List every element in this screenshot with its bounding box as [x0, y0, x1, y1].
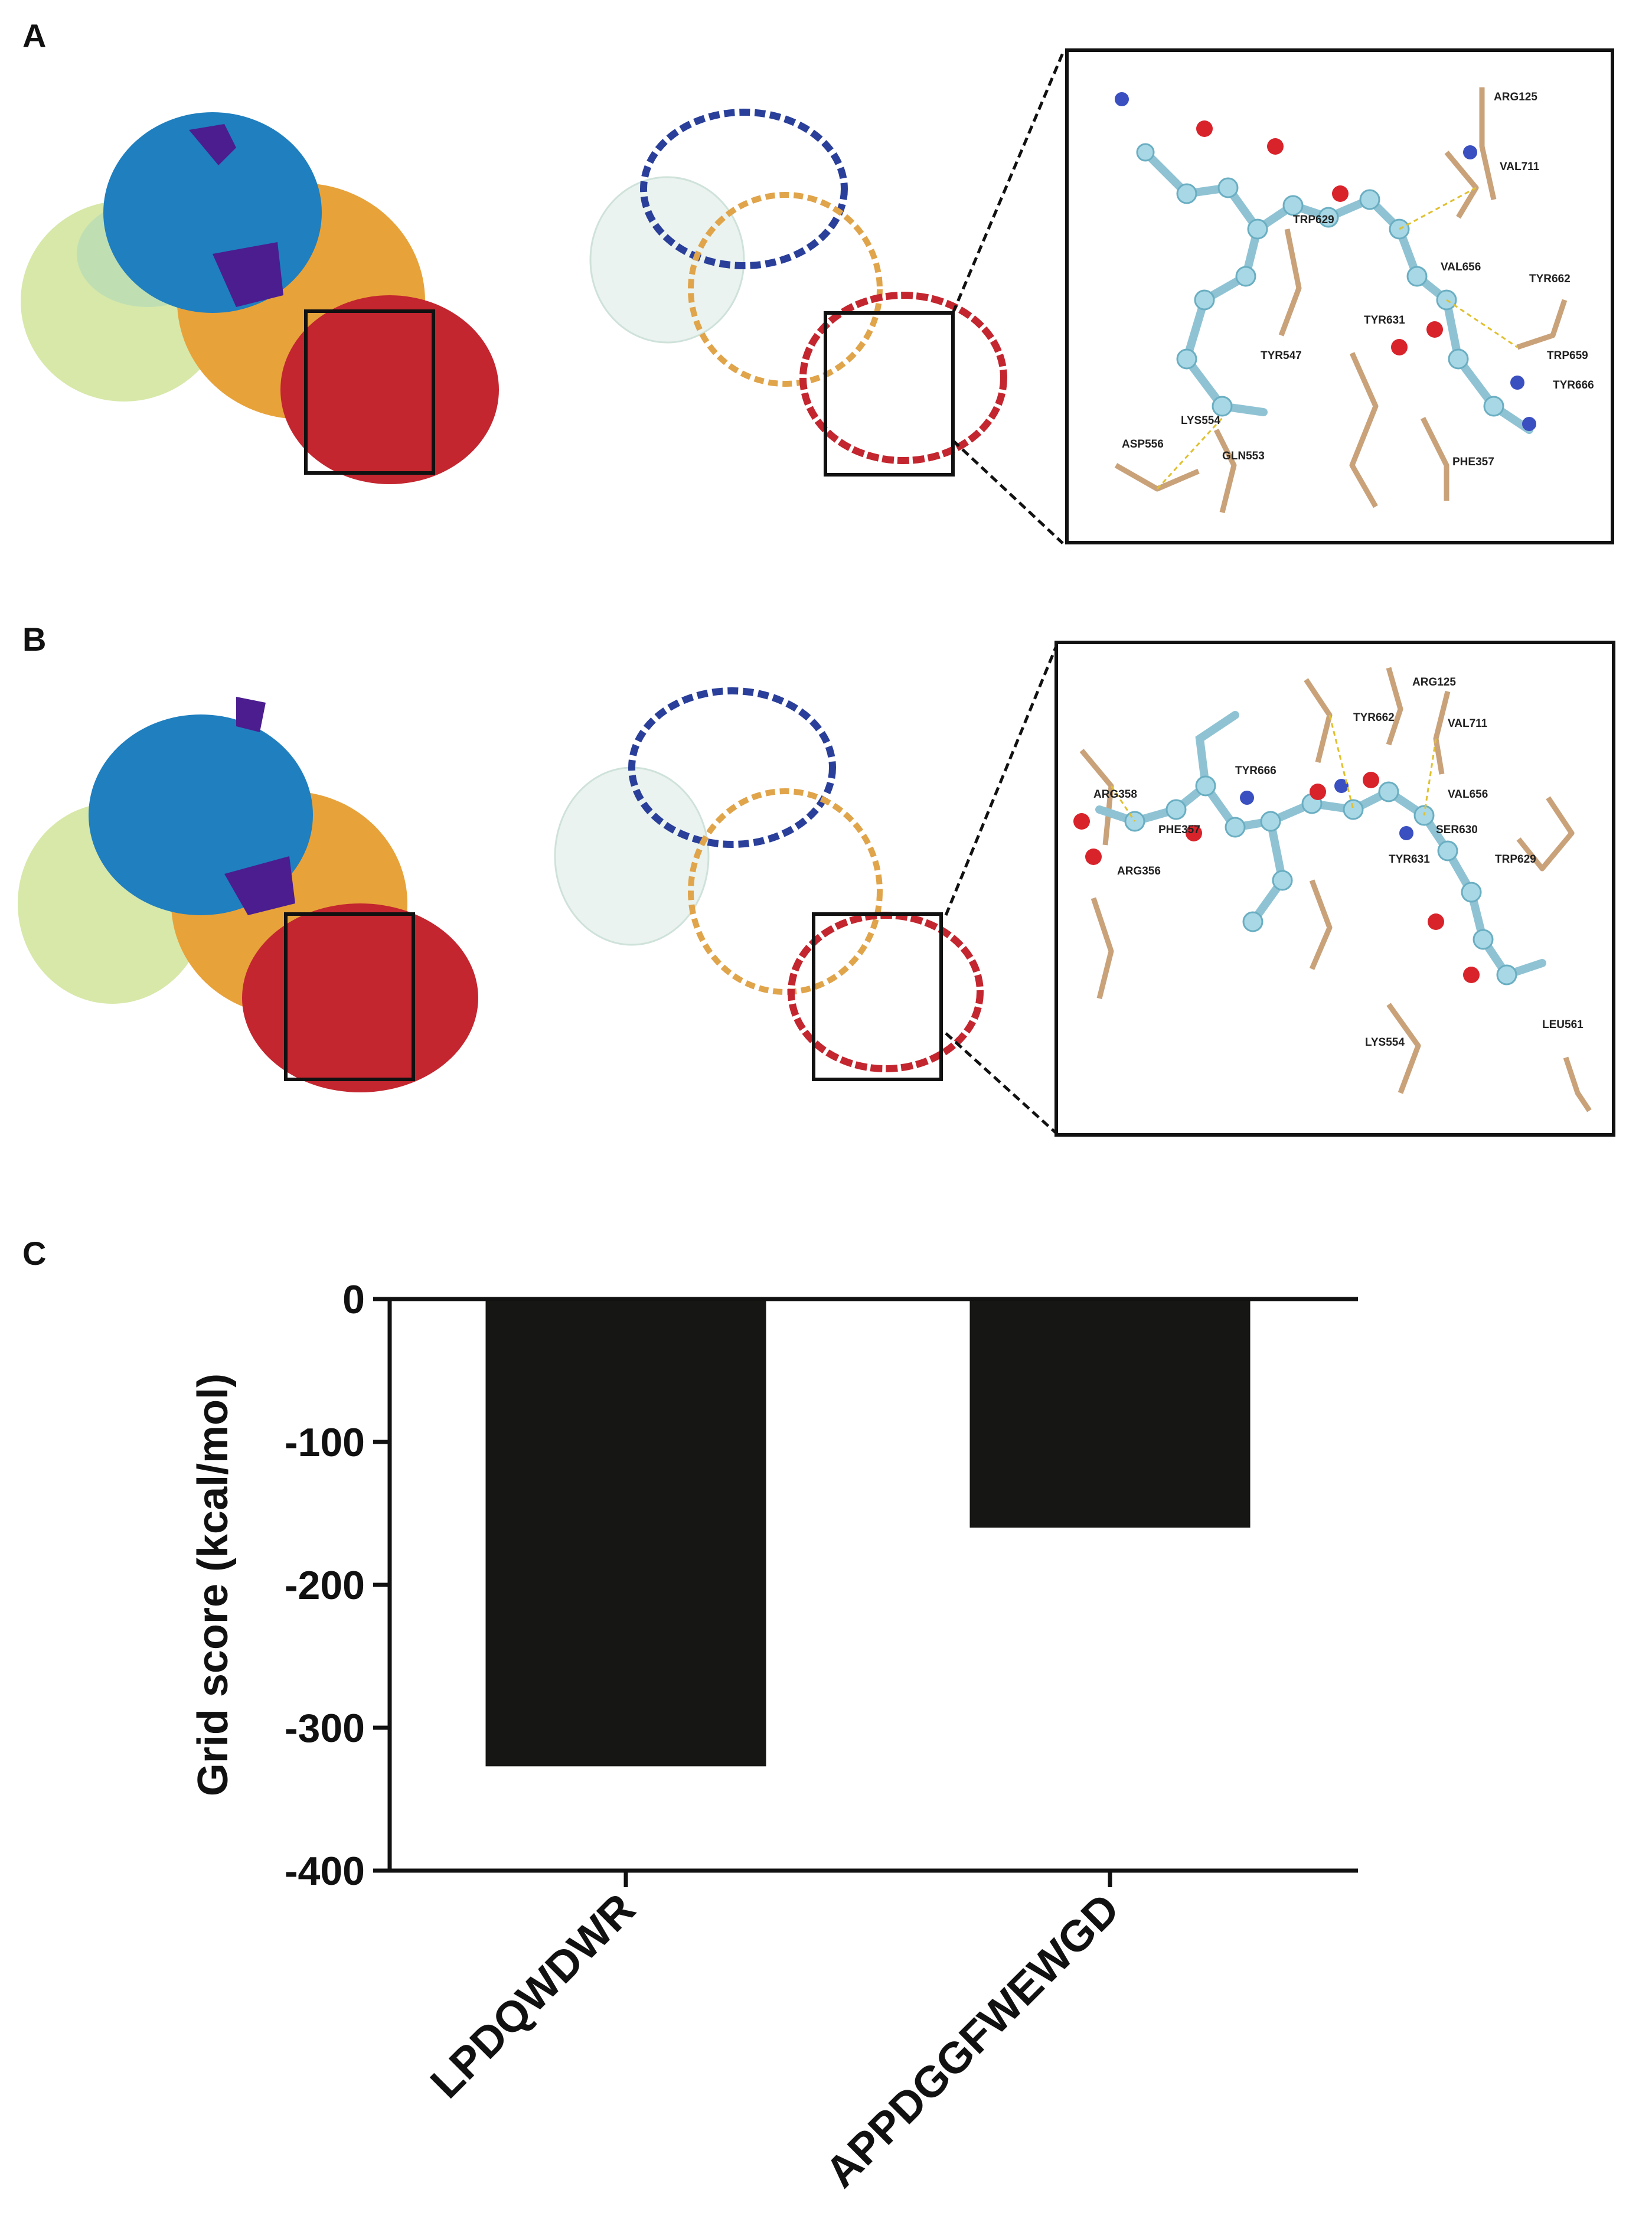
surface-structure-b	[18, 697, 478, 1092]
zoom-connector-a	[951, 53, 1065, 544]
residue-label: TRP629	[1495, 853, 1536, 866]
box-highlight	[304, 309, 435, 475]
residue-label: TRP659	[1547, 350, 1588, 362]
y-tick-label: 0	[342, 1277, 365, 1322]
residue-label: PHE357	[1158, 824, 1200, 836]
residue-label: TYR547	[1261, 350, 1302, 362]
binding-site-inset-a: ARG125 VAL711 TRP629 VAL656 TYR662 TYR63…	[1065, 48, 1614, 544]
y-tick-label: -100	[285, 1420, 365, 1465]
ribbon-structure-b	[554, 687, 984, 1081]
bar-APPDGGFWEWGD	[969, 1299, 1251, 1528]
residue-label: TYR666	[1553, 379, 1594, 391]
y-tick-label: -300	[285, 1706, 365, 1751]
zoom-connector-b	[944, 644, 1059, 1135]
binding-site-inset-b: ARG125 TYR662 VAL711 TYR666 VAL656 ARG35…	[1054, 641, 1615, 1137]
residue-label: TYR662	[1353, 712, 1395, 724]
bar-LPDQWDWR	[485, 1299, 766, 1767]
residue-label: PHE357	[1452, 456, 1494, 468]
residue-label: TRP629	[1293, 214, 1334, 226]
residue-label: VAL711	[1500, 161, 1540, 173]
residue-label: LYS554	[1365, 1036, 1405, 1049]
residue-label: TYR666	[1235, 765, 1276, 777]
surface-structure-a	[21, 112, 499, 484]
residue-label: TYR662	[1529, 273, 1571, 285]
residue-label: ARG356	[1117, 865, 1161, 877]
residue-label: ASP556	[1122, 438, 1164, 451]
x-tick-label: LPDQWDWR	[421, 1884, 644, 2107]
residue-label: LYS554	[1181, 415, 1220, 427]
panel-label-a: A	[22, 17, 47, 54]
panel-label-c: C	[22, 1235, 47, 1272]
residue-label: LEU561	[1542, 1019, 1584, 1031]
panel-label-b: B	[22, 621, 47, 658]
residue-label: SER630	[1436, 824, 1478, 836]
x-tick-label: APPDGGFWEWGD	[816, 1884, 1129, 2197]
ribbon-structure-a	[589, 109, 1007, 477]
grid-score-bar-chart: Grid score (kcal/mol) 0 -100 -200 -300 -400 L…	[190, 1277, 1358, 2197]
residue-label: ARG358	[1093, 788, 1137, 801]
y-axis-title: Grid score (kcal/mol)	[190, 1373, 237, 1796]
residue-label: TYR631	[1389, 853, 1430, 866]
residue-label: VAL711	[1448, 717, 1488, 730]
residue-label: ARG125	[1412, 676, 1456, 688]
y-tick-label: -200	[285, 1563, 365, 1608]
residue-label: TYR631	[1364, 314, 1405, 327]
residue-label: GLN553	[1222, 450, 1265, 462]
residue-label: ARG125	[1494, 91, 1537, 103]
y-tick-label: -400	[285, 1849, 365, 1894]
residue-label: VAL656	[1448, 788, 1488, 801]
residue-label: VAL656	[1441, 261, 1481, 273]
